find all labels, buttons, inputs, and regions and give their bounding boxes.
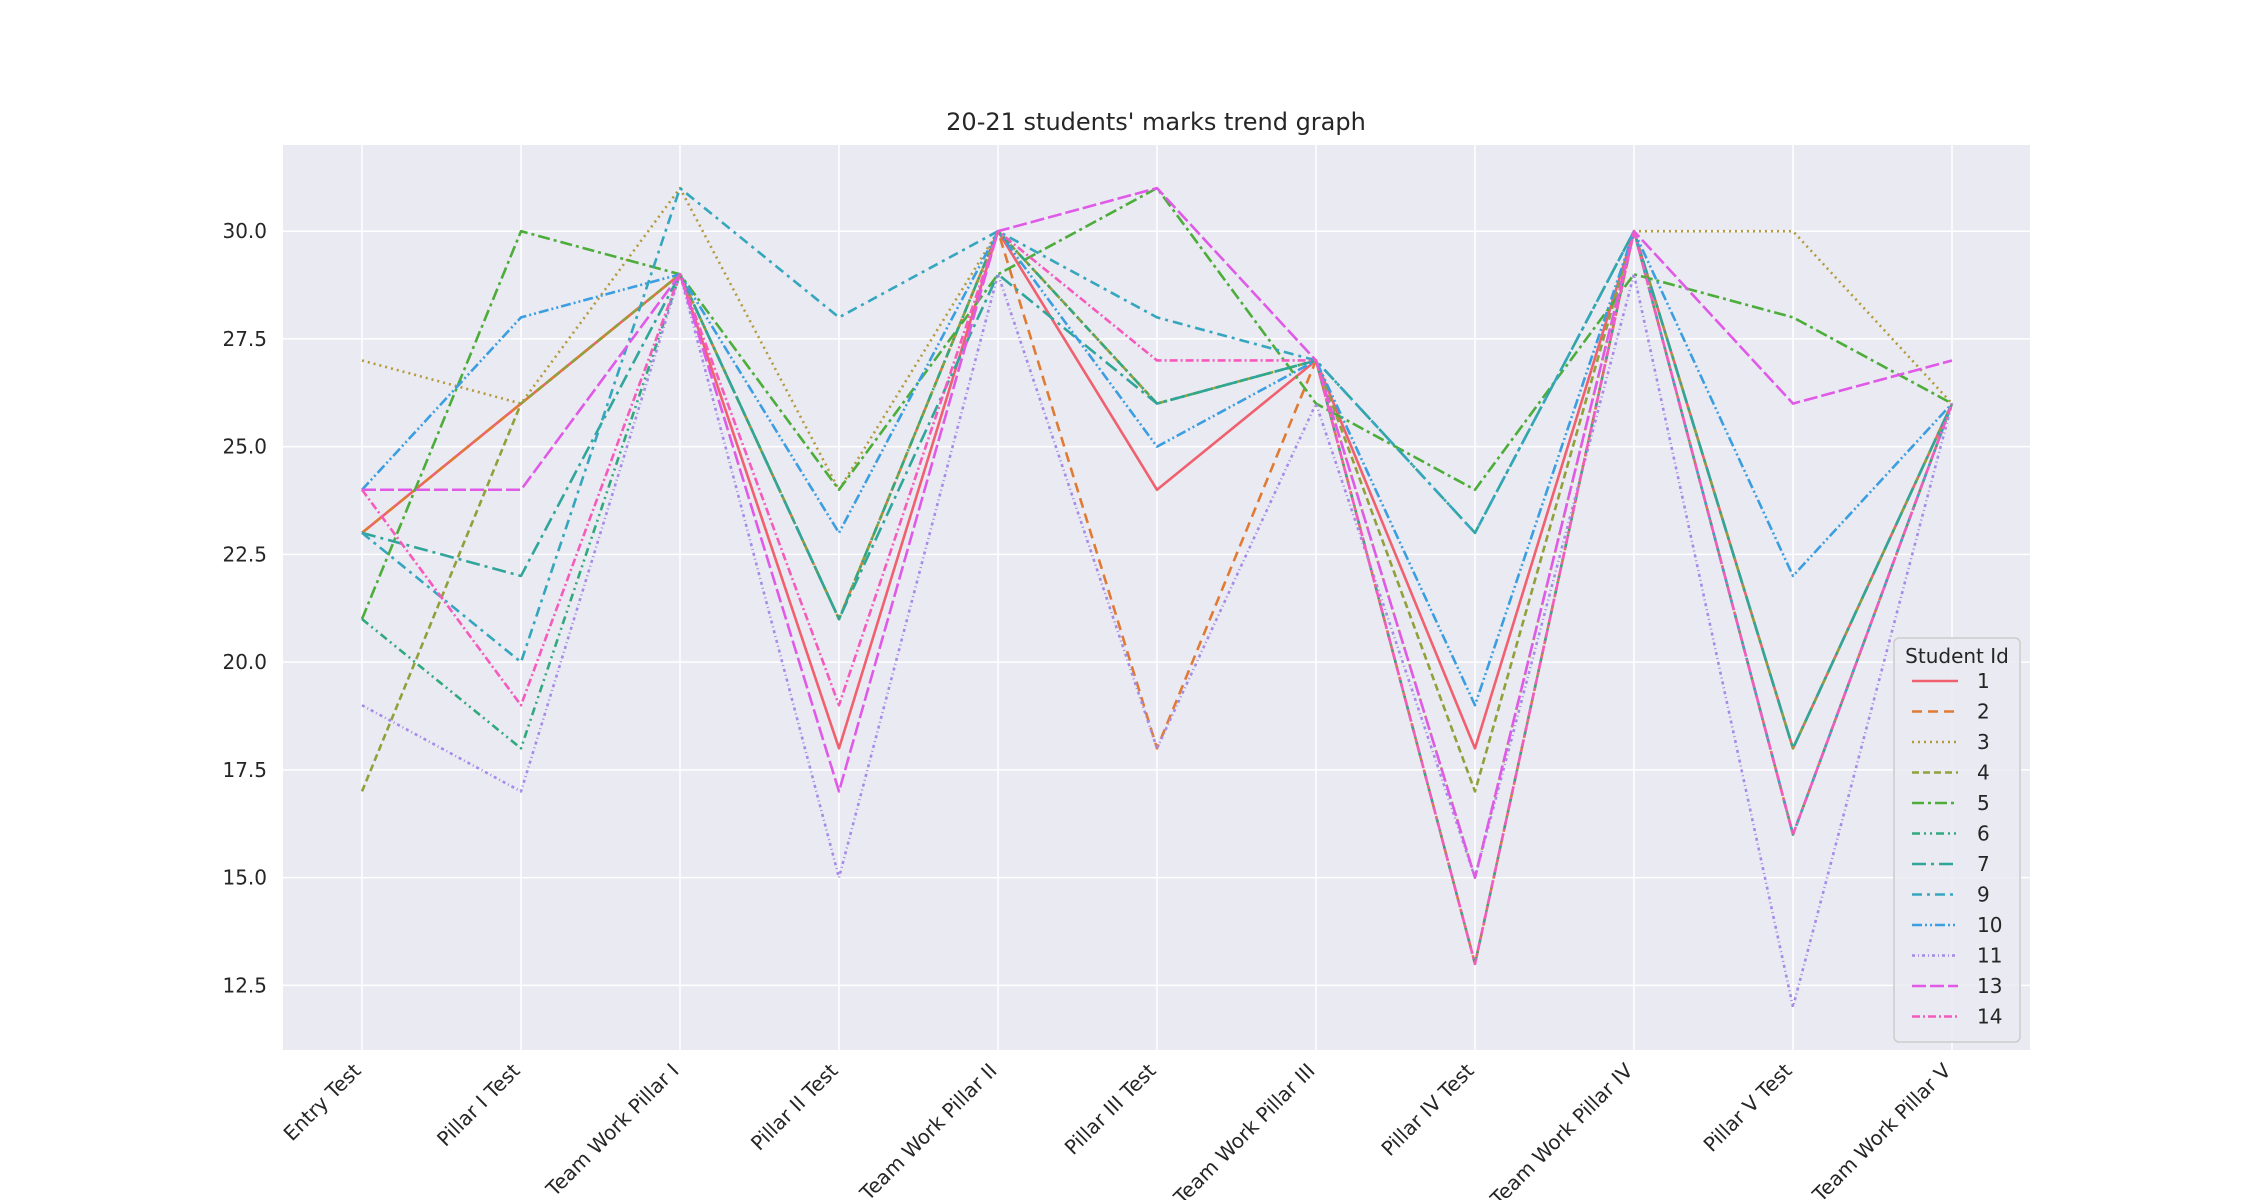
x-tick-label: Pillar IV Test: [1376, 1058, 1478, 1160]
legend-label-10: 10: [1977, 913, 2002, 937]
series-line-7: [361, 229, 1954, 750]
legend-label-11: 11: [1977, 944, 2002, 968]
legend-label-3: 3: [1977, 730, 1990, 754]
legend-label-7: 7: [1977, 852, 1990, 876]
x-tick-label: Team Work Pillar II: [854, 1059, 1001, 1200]
y-tick-label: 25.0: [222, 435, 267, 459]
y-tick-label: 20.0: [222, 650, 267, 674]
x-ticks: Entry Test Pillar I Test Team Work Pillar …: [279, 1058, 1956, 1200]
x-tick-label: Pillar V Test: [1699, 1058, 1797, 1156]
legend-label-5: 5: [1977, 791, 1990, 815]
series-line-14: [360, 229, 1954, 966]
x-tick-label: Team Work Pillar III: [1168, 1059, 1319, 1200]
y-tick-label: 22.5: [222, 542, 267, 566]
legend-frame: [1893, 637, 2021, 1043]
legend-label-13: 13: [1977, 974, 2002, 998]
legend-label-2: 2: [1977, 700, 1990, 724]
y-tick-label: 27.5: [222, 327, 267, 351]
x-tick-label: Team Work Pillar I: [541, 1059, 684, 1200]
x-tick-label: Team Work Pillar IV: [1485, 1058, 1638, 1200]
legend-label-1: 1: [1977, 669, 1990, 693]
legend-label-14: 14: [1977, 1005, 2002, 1029]
legend: Student Id 1 2 3 4 5 6 7 9 10 11 13 14: [1893, 637, 2021, 1043]
y-tick-label: 12.5: [222, 973, 267, 997]
x-tick-label: Pillar II Test: [746, 1058, 843, 1155]
chart-title: 20-21 students' marks trend graph: [946, 108, 1366, 136]
x-tick-label: Entry Test: [279, 1058, 366, 1145]
series-line-4: [360, 229, 1954, 793]
y-tick-label: 15.0: [222, 866, 267, 890]
series-line-13: [362, 186, 1953, 879]
legend-items: 1 2 3 4 5 6 7 9 10 11 13 14: [1912, 669, 2002, 1029]
y-tick-label: 30.0: [222, 219, 267, 243]
x-tick-label: Pillar III Test: [1060, 1058, 1161, 1159]
legend-label-4: 4: [1977, 761, 1990, 785]
x-tick-label: Team Work Pillar V: [1807, 1058, 1956, 1200]
legend-label-9: 9: [1977, 883, 1990, 907]
x-tick-label: Pillar I Test: [432, 1058, 525, 1151]
legend-label-6: 6: [1977, 822, 1990, 846]
series-line-11: [361, 272, 1954, 1009]
legend-title: Student Id: [1905, 644, 2009, 668]
y-tick-label: 17.5: [222, 758, 267, 782]
y-ticks: 12.5 15.0 17.5 20.0 22.5 25.0 27.5 30.0: [222, 219, 267, 997]
series-line-10: [361, 229, 1953, 707]
series-group: [360, 186, 1954, 1009]
